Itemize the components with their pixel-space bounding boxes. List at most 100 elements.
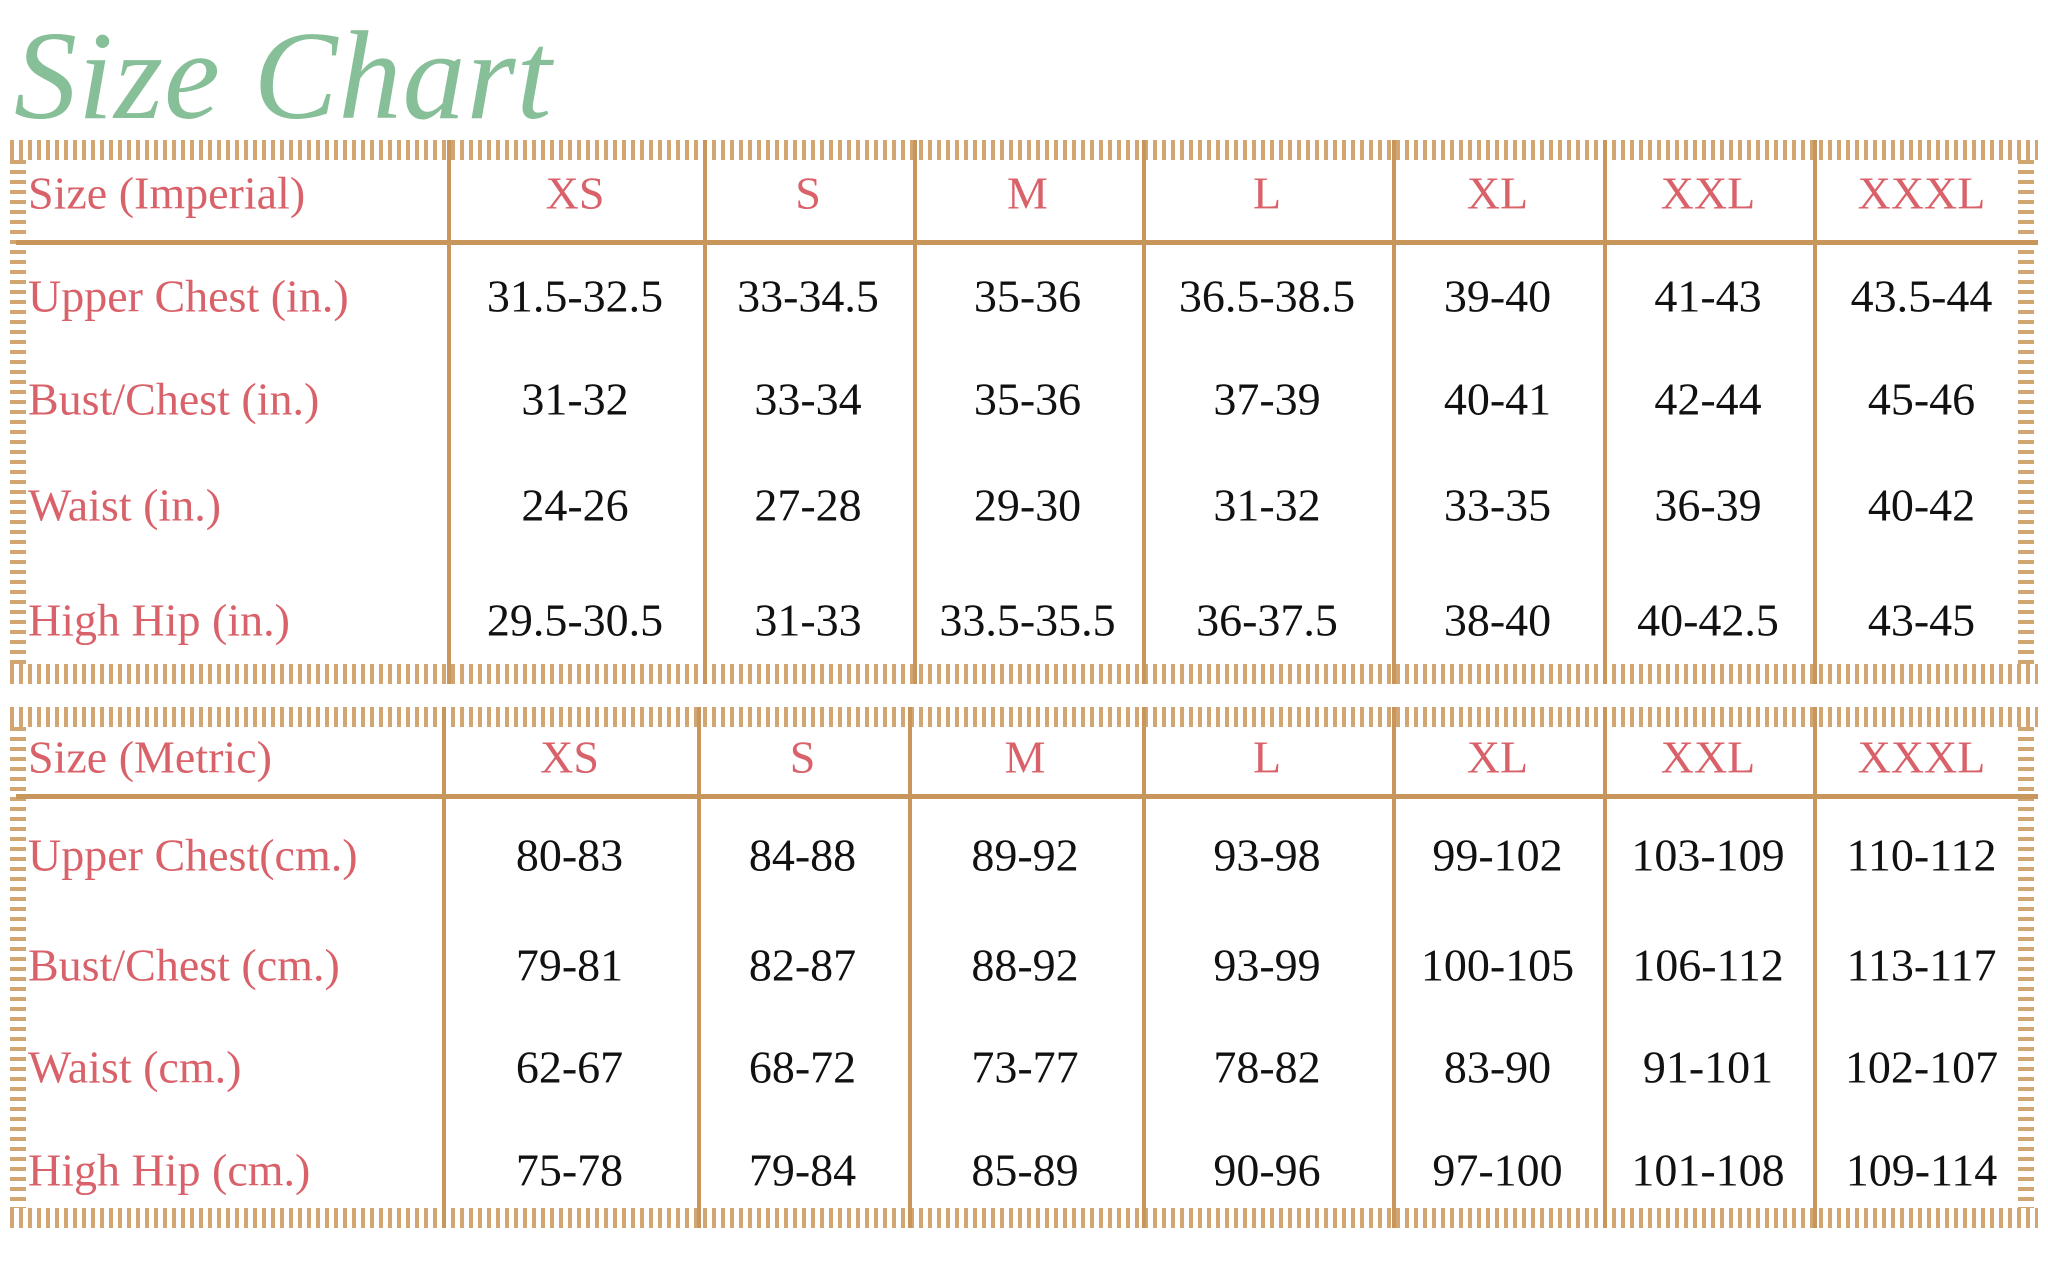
row-label: Waist (cm.) <box>28 1041 242 1093</box>
table-cell: 31-33 <box>754 594 862 646</box>
column-divider <box>447 140 451 684</box>
size-header-s: S <box>795 167 821 219</box>
table-cell: 79-81 <box>515 939 624 991</box>
column-divider <box>1813 707 1817 1228</box>
table-cell: 43-45 <box>1867 594 1976 646</box>
table-cell: 102-107 <box>1844 1041 1999 1093</box>
ruler-right <box>2018 727 2034 1208</box>
table-cell: 93-98 <box>1213 829 1321 881</box>
table-cell: 35-36 <box>973 373 1082 425</box>
table-cell: 27-28 <box>754 479 862 531</box>
ruler-top <box>10 140 2038 160</box>
column-divider <box>1603 140 1607 684</box>
column-divider <box>908 707 912 1228</box>
row-label: High Hip (cm.) <box>28 1144 311 1196</box>
table-cell: 93-99 <box>1213 939 1321 991</box>
table-cell: 45-46 <box>1867 373 1976 425</box>
table-cell: 101-108 <box>1631 1144 1785 1196</box>
column-divider <box>703 140 707 684</box>
column-divider <box>1392 140 1396 684</box>
size-header-xl: XL <box>1466 167 1529 219</box>
column-divider <box>697 707 701 1228</box>
column-divider <box>442 707 446 1228</box>
size-header-l: L <box>1252 167 1282 219</box>
table-cell: 106-112 <box>1632 939 1784 991</box>
header-rule <box>16 240 2038 245</box>
size-header-xl: XL <box>1466 731 1529 783</box>
page-title: Size Chart <box>14 7 553 146</box>
row-label: Bust/Chest (in.) <box>28 373 320 425</box>
table-header-label: Size (Imperial) <box>28 167 306 219</box>
table-cell: 31-32 <box>1213 479 1321 531</box>
table-cell: 109-114 <box>1845 1144 1998 1196</box>
table-cell: 103-109 <box>1631 829 1785 881</box>
table-cell: 40-42.5 <box>1637 594 1779 646</box>
table-cell: 33-34 <box>754 373 862 425</box>
ruler-right <box>2018 160 2034 664</box>
row-label: High Hip (in.) <box>28 594 290 646</box>
table-cell: 31-32 <box>521 373 629 425</box>
table-cell: 31.5-32.5 <box>486 270 664 322</box>
table-cell: 37-39 <box>1213 373 1321 425</box>
table-cell: 82-87 <box>748 939 857 991</box>
column-divider <box>1142 140 1146 684</box>
size-header-m: M <box>1007 167 1048 219</box>
table-cell: 33-35 <box>1443 479 1552 531</box>
size-header-s: S <box>789 731 816 783</box>
size-header-m: M <box>1004 731 1046 783</box>
table-cell: 39-40 <box>1443 270 1552 322</box>
size-header-xs: XS <box>540 731 599 783</box>
size-header-xxxl: XXXL <box>1857 731 1986 783</box>
table-cell: 40-41 <box>1443 373 1552 425</box>
table-cell: 43.5-44 <box>1850 270 1993 322</box>
row-label: Upper Chest (in.) <box>28 270 349 322</box>
table-cell: 36-39 <box>1654 479 1762 531</box>
ruler-left <box>10 727 26 1208</box>
ruler-bottom <box>10 664 2038 684</box>
header-rule <box>16 794 2038 799</box>
table-cell: 33-34.5 <box>737 270 879 322</box>
column-divider <box>1813 140 1817 684</box>
table-cell: 38-40 <box>1443 594 1552 646</box>
row-label: Upper Chest(cm.) <box>28 829 358 881</box>
table-cell: 78-82 <box>1213 1041 1321 1093</box>
table-cell: 29.5-30.5 <box>486 594 664 646</box>
size-header-l: L <box>1252 731 1282 783</box>
table-cell: 80-83 <box>515 829 624 881</box>
table-cell: 40-42 <box>1867 479 1976 531</box>
table-cell: 29-30 <box>973 479 1082 531</box>
size-header-xxxl: XXXL <box>1857 167 1986 219</box>
size-header-xxl: XXL <box>1660 731 1756 783</box>
table-cell: 73-77 <box>971 1041 1079 1093</box>
table-cell: 91-101 <box>1642 1041 1774 1093</box>
table-cell: 100-105 <box>1420 939 1575 991</box>
table-cell: 41-43 <box>1654 270 1762 322</box>
table-cell: 113-117 <box>1846 939 1997 991</box>
table-cell: 90-96 <box>1213 1144 1321 1196</box>
column-divider <box>1603 707 1607 1228</box>
table-cell: 88-92 <box>971 939 1079 991</box>
table-cell: 75-78 <box>515 1144 624 1196</box>
ruler-bottom <box>10 1208 2038 1228</box>
row-label: Waist (in.) <box>28 479 222 531</box>
size-header-xs: XS <box>545 167 605 219</box>
table-cell: 83-90 <box>1443 1041 1552 1093</box>
row-label: Bust/Chest (cm.) <box>28 939 340 991</box>
ruler-top <box>10 707 2038 727</box>
table-cell: 68-72 <box>748 1041 857 1093</box>
table-cell: 24-26 <box>521 479 629 531</box>
table-cell: 42-44 <box>1654 373 1762 425</box>
table-cell: 89-92 <box>971 829 1079 881</box>
column-divider <box>913 140 917 684</box>
table-cell: 33.5-35.5 <box>939 594 1116 646</box>
table-cell: 62-67 <box>515 1041 624 1093</box>
table-cell: 84-88 <box>748 829 857 881</box>
table-cell: 110-112 <box>1846 829 1997 881</box>
table-cell: 36.5-38.5 <box>1178 270 1356 322</box>
ruler-left <box>10 160 26 664</box>
table-cell: 79-84 <box>748 1144 857 1196</box>
column-divider <box>1392 707 1396 1228</box>
table-header-label: Size (Metric) <box>28 731 272 783</box>
